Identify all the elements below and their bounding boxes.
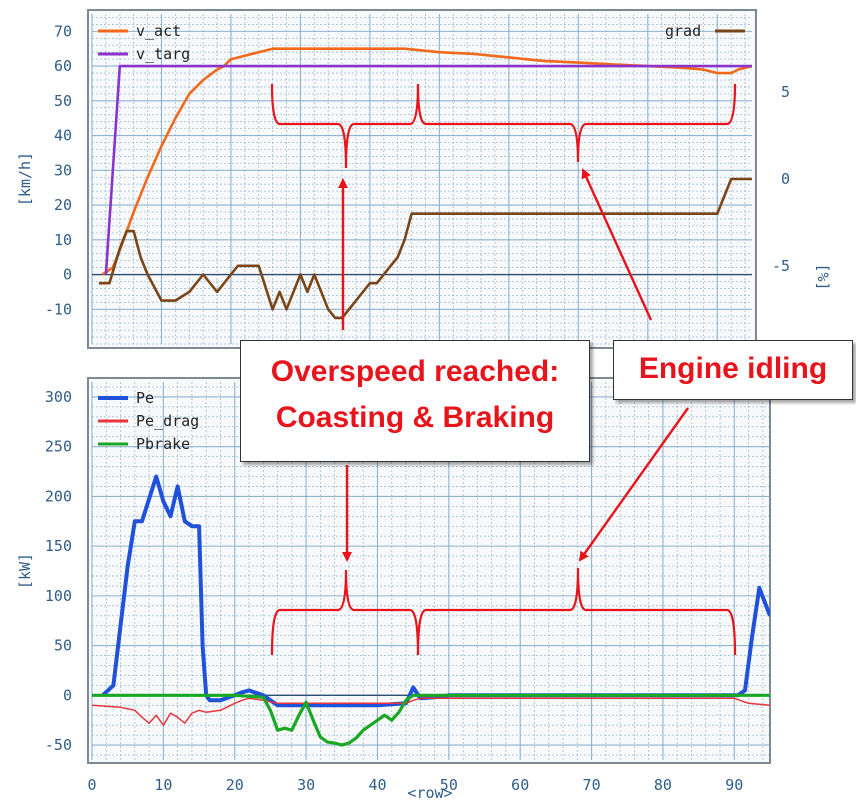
series-line-Pbrake bbox=[92, 693, 770, 747]
y-tick-label: 70 bbox=[54, 22, 72, 40]
legend-label: v_act bbox=[136, 22, 181, 40]
y-tick-label: 20 bbox=[54, 196, 72, 214]
y-tick-label: 0 bbox=[63, 266, 72, 284]
y2-tick-label: -5 bbox=[772, 257, 790, 275]
annotation-layer bbox=[270, 83, 737, 656]
y-tick-label: 300 bbox=[45, 388, 72, 406]
idling-callout: Engine idling bbox=[613, 340, 853, 400]
y-axis-label: [kW] bbox=[16, 553, 34, 589]
x-tick-label: 50 bbox=[440, 776, 458, 794]
y2-axis-label: [%] bbox=[814, 263, 832, 290]
arrow-idling-up bbox=[581, 168, 653, 321]
series-group bbox=[92, 474, 770, 747]
y-tick-label: 60 bbox=[54, 57, 72, 75]
chart-panel-2: -50 0 50 100 150 200 250 300 [kW] 0 10 20 30 40 50 60 70… bbox=[16, 377, 771, 802]
chart-panel-1: -10 0 10 20 30 40 50 60 70 [km/h] -5 0 5 [%] v_act v_ta… bbox=[16, 9, 832, 349]
y-tick-label: 250 bbox=[45, 438, 72, 456]
grid bbox=[91, 14, 752, 345]
y-tick-label: 50 bbox=[54, 637, 72, 655]
y-tick-label: 50 bbox=[54, 92, 72, 110]
overspeed-callout-line2: Coasting & Braking bbox=[275, 401, 555, 434]
arrow-idling-down bbox=[578, 407, 689, 562]
x-tick-label: 80 bbox=[654, 776, 672, 794]
x-axis-label: <row> bbox=[407, 784, 452, 802]
y-axis-label: [km/h] bbox=[16, 152, 34, 206]
legend-label: Pe_drag bbox=[136, 412, 199, 430]
idling-callout-text: Engine idling bbox=[638, 352, 828, 385]
y2-tick-label: 5 bbox=[781, 83, 790, 101]
chart-panels: -10010203040506070[km/h]-505[%]v_actv_ta… bbox=[16, 9, 832, 802]
series-line-v_act bbox=[101, 47, 752, 276]
legend-label: v_targ bbox=[136, 45, 190, 63]
x-tick-label: 90 bbox=[725, 776, 743, 794]
x-tick-label: 0 bbox=[87, 776, 96, 794]
y-tick-label: 100 bbox=[45, 587, 72, 605]
brace-idling-top bbox=[416, 83, 737, 163]
overspeed-callout-line1: Overspeed reached: bbox=[270, 355, 560, 388]
y-tick-label: 200 bbox=[45, 487, 72, 505]
series-group bbox=[98, 47, 752, 320]
overspeed-callout: Overspeed reached: Coasting & Braking bbox=[240, 340, 590, 462]
legend-label: grad bbox=[665, 22, 701, 40]
brace-overspeed-top bbox=[270, 83, 420, 169]
series-line-Pe_drag bbox=[92, 697, 770, 726]
x-tick-label: 30 bbox=[297, 776, 315, 794]
y-tick-label: 150 bbox=[45, 537, 72, 555]
legend-label: Pe bbox=[136, 389, 154, 407]
x-tick-label: 60 bbox=[511, 776, 529, 794]
brace-idling-bottom bbox=[416, 567, 737, 656]
x-tick-label: 10 bbox=[154, 776, 172, 794]
brace-overspeed-bottom bbox=[270, 569, 420, 656]
y-tick-label: -50 bbox=[45, 736, 72, 754]
y-tick-label: 0 bbox=[63, 686, 72, 704]
series-line-grad bbox=[98, 177, 752, 320]
series-line-v_targ bbox=[104, 64, 752, 275]
y-tick-label: 30 bbox=[54, 161, 72, 179]
y-tick-label: 10 bbox=[54, 231, 72, 249]
x-tick-label: 20 bbox=[226, 776, 244, 794]
y-tick-label: 40 bbox=[54, 127, 72, 145]
x-tick-label: 70 bbox=[583, 776, 601, 794]
y-tick-label: -10 bbox=[45, 300, 72, 318]
legend-label: Pbrake bbox=[136, 435, 190, 453]
y2-tick-label: 0 bbox=[781, 170, 790, 188]
x-tick-label: 40 bbox=[368, 776, 386, 794]
